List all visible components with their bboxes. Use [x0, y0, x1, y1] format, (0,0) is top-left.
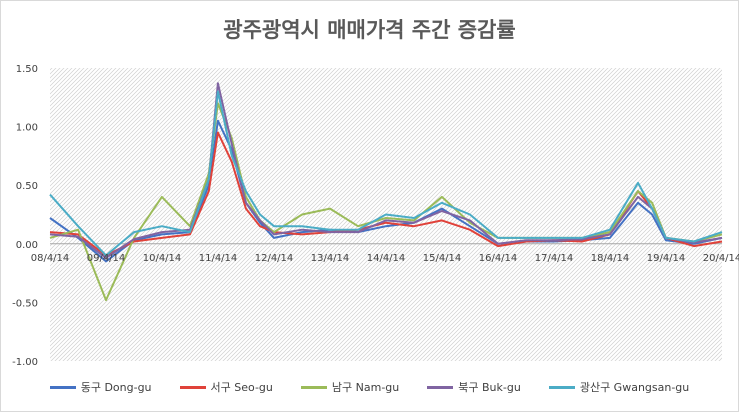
series-line — [49, 90, 723, 257]
x-tick-label: 09/4/14 — [87, 253, 126, 264]
x-tick-label: 17/4/14 — [535, 253, 574, 264]
legend-swatch — [548, 385, 575, 389]
x-tick-label: 15/4/14 — [423, 253, 462, 264]
legend: 동구 Dong-gu 서구 Seo-gu 남구 Nam-gu 북구 Buk-gu 광산구… — [0, 379, 739, 395]
x-tick-label: 10/4/14 — [143, 253, 182, 264]
x-tick-label: 20/4/14 — [703, 253, 739, 264]
legend-swatch — [427, 385, 454, 389]
legend-item: 광산구 Gwangsan-gu — [548, 379, 690, 395]
y-tick-label: 0.50 — [16, 181, 38, 192]
series-line — [49, 102, 723, 302]
x-tick-label: 19/4/14 — [647, 253, 686, 264]
legend-label: 서구 Seo-gu — [210, 381, 273, 394]
y-tick-label: -0.50 — [12, 298, 38, 309]
y-tick-label: 0.00 — [16, 240, 38, 251]
legend-swatch — [49, 385, 76, 389]
x-tick-label: 18/4/14 — [591, 253, 630, 264]
x-tick-label: 16/4/14 — [479, 253, 518, 264]
x-tick-label: 11/4/14 — [199, 253, 238, 264]
x-tick-label: 08/4/14 — [31, 253, 70, 264]
x-tick-label: 14/4/14 — [367, 253, 406, 264]
legend-item: 북구 Buk-gu — [427, 379, 521, 395]
legend-label: 광산구 Gwangsan-gu — [579, 381, 690, 394]
legend-swatch — [179, 385, 206, 389]
legend-label: 동구 Dong-gu — [80, 381, 152, 394]
legend-label: 북구 Buk-gu — [458, 381, 521, 394]
legend-item: 남구 Nam-gu — [300, 379, 400, 395]
chart-title: 광주광역시 매매가격 주간 증감률 — [223, 18, 516, 42]
y-tick-label: -1.00 — [12, 357, 38, 368]
y-tick-label: 1.00 — [16, 123, 38, 134]
legend-item: 동구 Dong-gu — [49, 379, 152, 395]
legend-swatch — [300, 385, 327, 389]
x-tick-label: 13/4/14 — [311, 253, 350, 264]
x-tick-label: 12/4/14 — [255, 253, 294, 264]
legend-item: 서구 Seo-gu — [179, 379, 273, 395]
y-tick-label: 1.50 — [16, 64, 38, 75]
legend-label: 남구 Nam-gu — [331, 381, 400, 394]
